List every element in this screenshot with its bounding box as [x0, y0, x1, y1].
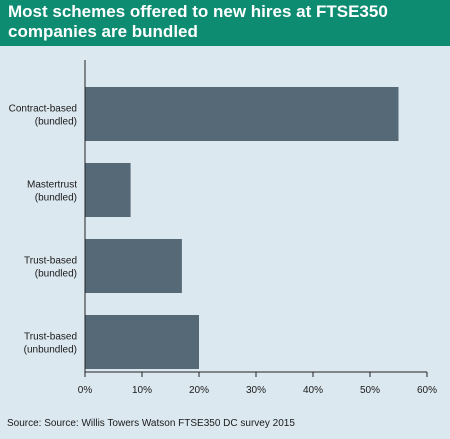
chart-title: Most schemes offered to new hires at FTS… — [0, 0, 450, 46]
x-tick-label-1: 10% — [132, 385, 152, 396]
chart-title-line-2: companies are bundled — [8, 22, 198, 41]
bar-1 — [85, 163, 131, 217]
category-label-1: Mastertrust (bundled) — [27, 180, 77, 204]
category-label-3: Trust-based (unbundled) — [24, 332, 77, 356]
bar-3 — [85, 315, 199, 369]
x-tick-label-0: 0% — [78, 385, 93, 396]
x-tick-label-5: 50% — [360, 385, 380, 396]
category-label-0: Contract-based (bundled) — [9, 104, 77, 128]
x-tick-label-3: 30% — [246, 385, 266, 396]
x-tick-label-4: 40% — [303, 385, 323, 396]
category-label-2: Trust-based (bundled) — [24, 256, 77, 280]
bar-chart: Contract-based (bundled) Mastertrust (bundl… — [9, 60, 437, 396]
x-tick-label-6: 60% — [417, 385, 437, 396]
x-tick-label-2: 20% — [189, 385, 209, 396]
source-note: Source: Source: Willis Towers Watson FTS… — [7, 418, 295, 429]
bar-0 — [85, 87, 399, 141]
bar-2 — [85, 239, 182, 293]
chart-title-line-1: Most schemes offered to new hires at FTS… — [8, 2, 388, 21]
